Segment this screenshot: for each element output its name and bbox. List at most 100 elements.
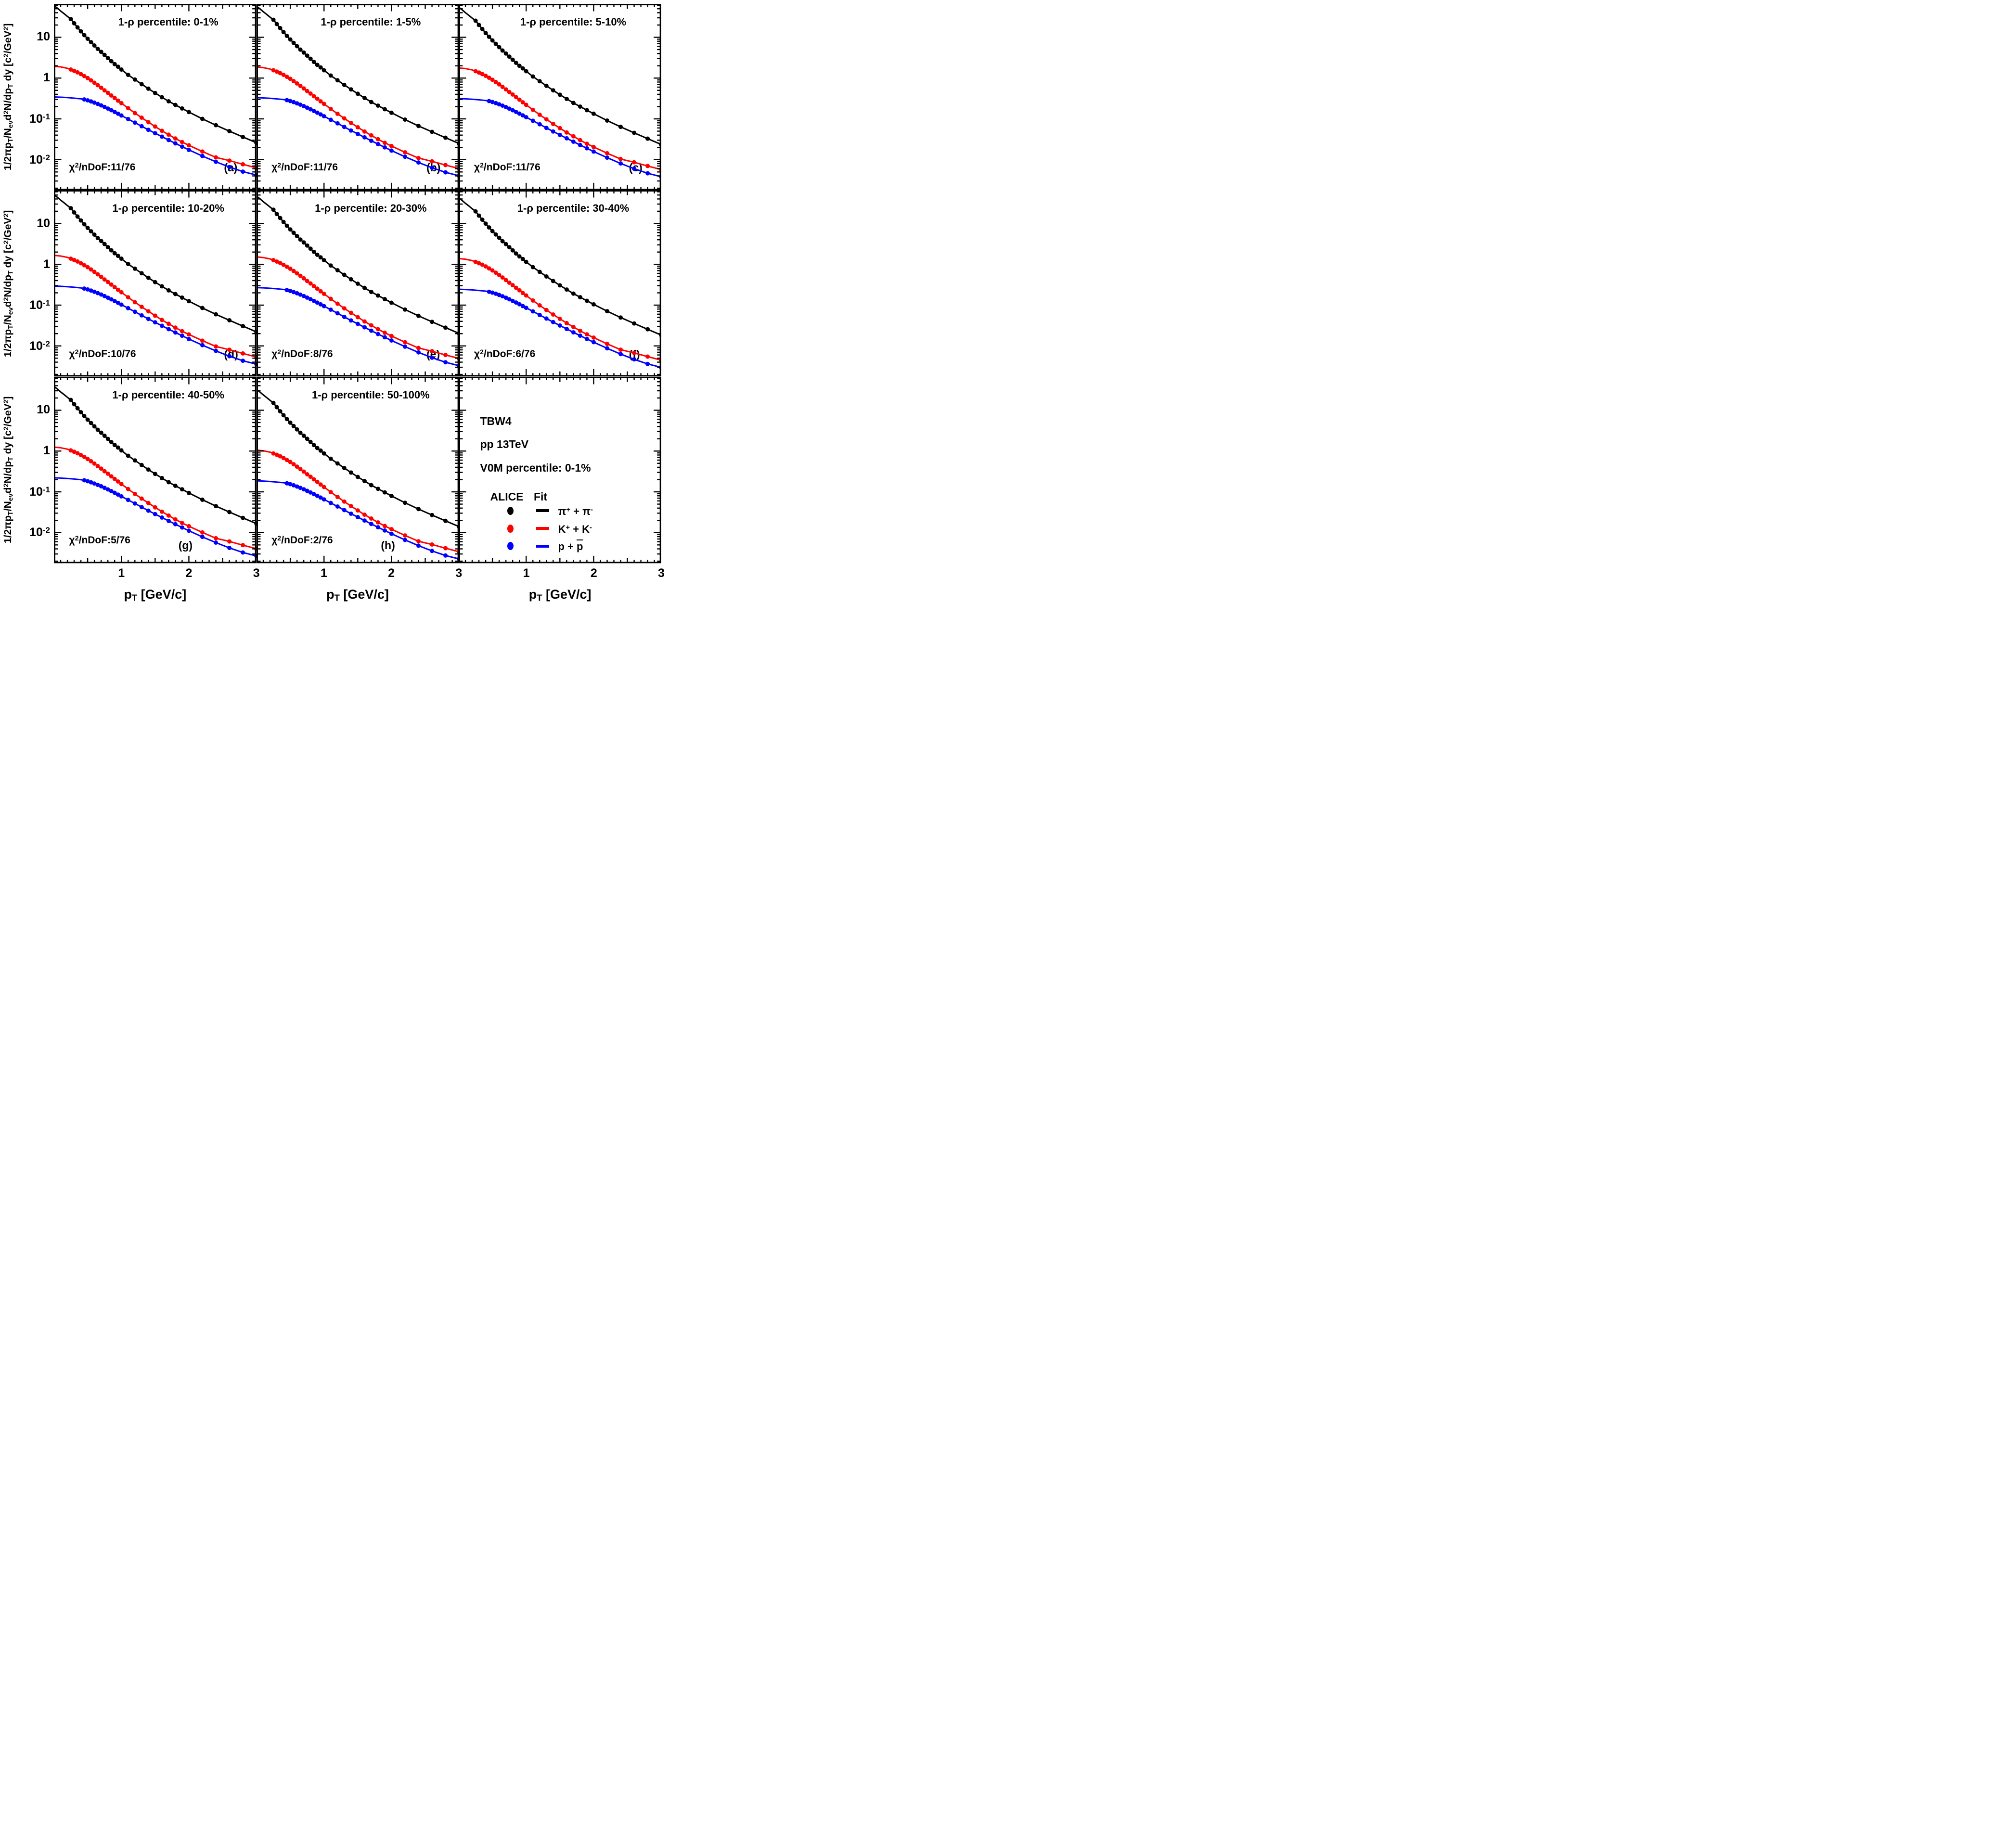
- proton-data-point: [315, 110, 320, 115]
- pion-data-point: [112, 62, 117, 66]
- proton-data-point: [308, 490, 313, 495]
- kaon-data-point: [592, 335, 596, 340]
- proton-data-point: [109, 108, 114, 113]
- kaon-data-point: [288, 267, 293, 271]
- proton-data-point: [139, 313, 144, 318]
- proton-data-point: [322, 497, 326, 501]
- proton-data-point: [500, 294, 505, 299]
- kaon-data-point: [517, 97, 522, 102]
- pion-data-point: [476, 23, 481, 27]
- kaon-data-point: [186, 524, 191, 528]
- pion-data-point: [82, 413, 87, 418]
- pion-data-point: [126, 73, 130, 77]
- spectrum-plot-h: [256, 376, 459, 563]
- kaon-data-point: [159, 318, 164, 322]
- pion-data-point: [517, 64, 522, 68]
- proton-data-point: [571, 330, 576, 335]
- pion-data-point: [95, 236, 100, 241]
- spectrum-plot-g: [54, 376, 257, 563]
- pion-data-point: [166, 480, 171, 485]
- pion-data-point: [173, 103, 178, 107]
- proton-data-point: [565, 327, 569, 332]
- kaon-data-point: [476, 261, 481, 266]
- proton-data-point: [429, 166, 434, 170]
- proton-series: [54, 96, 257, 178]
- pion-data-point: [487, 34, 491, 39]
- proton-data-point: [116, 301, 120, 306]
- kaon-data-point: [214, 155, 218, 160]
- pion-legend-label: π+ + π-: [558, 505, 593, 517]
- pion-data-point: [89, 40, 93, 45]
- pion-data-point: [298, 47, 303, 52]
- proton-data-point: [618, 161, 623, 166]
- proton-data-point: [102, 294, 107, 299]
- kaon-data-point: [112, 476, 117, 481]
- pion-data-point: [490, 38, 495, 43]
- proton-data-point: [311, 299, 316, 304]
- kaon-data-point: [348, 503, 353, 508]
- pion-data-point: [402, 117, 407, 122]
- proton-legend-label: p + p: [558, 540, 583, 553]
- pion-data-point: [362, 478, 367, 483]
- pion-data-point: [291, 40, 296, 45]
- pion-data-point: [102, 52, 107, 57]
- pion-data-point: [355, 282, 360, 286]
- proton-data-point: [308, 107, 313, 112]
- kaon-data-point: [497, 273, 502, 278]
- kaon-data-point: [487, 76, 491, 80]
- proton-data-point: [632, 357, 637, 362]
- kaon-data-point: [487, 266, 491, 271]
- spectrum-plot-legend: [459, 376, 661, 563]
- proton-data-point: [382, 335, 387, 340]
- chi2-label: χ2/nDoF:11/76: [474, 162, 540, 173]
- kaon-data-point: [180, 140, 184, 144]
- kaon-data-point: [274, 259, 279, 264]
- pion-data-point: [389, 300, 394, 305]
- kaon-data-point: [322, 485, 326, 489]
- proton-series: [459, 288, 662, 370]
- pion-data-point: [585, 298, 590, 303]
- proton-data-point: [382, 528, 387, 533]
- proton-fit-line: [256, 287, 459, 367]
- proton-data-point: [511, 108, 515, 113]
- proton-data-point: [311, 491, 316, 496]
- kaon-data-point: [318, 99, 323, 104]
- kaon-data-point: [342, 306, 347, 311]
- kaon-data-point: [531, 107, 536, 112]
- kaon-data-point: [348, 310, 353, 315]
- kaon-data-point: [480, 262, 485, 267]
- pion-data-point: [592, 111, 596, 116]
- kaon-data-point: [68, 257, 73, 261]
- pion-data-point: [618, 125, 623, 129]
- kaon-data-point: [524, 293, 529, 298]
- y-tick-label: 10-2: [29, 339, 50, 353]
- proton-data-point: [605, 346, 610, 351]
- kaon-data-point: [382, 141, 387, 145]
- chi2-label: χ2/nDoF:11/76: [271, 162, 338, 173]
- pion-data-point: [342, 465, 347, 470]
- pion-data-point: [186, 490, 191, 495]
- proton-data-point: [355, 514, 360, 519]
- pion-data-point: [592, 302, 596, 307]
- kaon-data-point: [146, 120, 151, 125]
- kaon-data-point: [241, 351, 245, 356]
- kaon-data-point: [89, 78, 93, 83]
- proton-data-point: [521, 113, 526, 118]
- kaon-data-point: [291, 269, 296, 273]
- pion-data-point: [284, 223, 289, 228]
- kaon-data-point: [402, 150, 407, 154]
- pion-data-point: [429, 129, 434, 134]
- proton-data-point: [517, 111, 522, 116]
- proton-data-point: [102, 485, 107, 490]
- pion-data-point: [180, 295, 184, 300]
- pion-data-point: [473, 209, 478, 214]
- proton-data-point: [362, 518, 367, 523]
- proton-data-point: [173, 330, 178, 335]
- proton-data-point: [200, 343, 205, 348]
- pion-data-point: [227, 510, 232, 514]
- kaon-data-point: [227, 347, 232, 352]
- pion-data-point: [119, 67, 124, 72]
- pion-data-point: [99, 430, 103, 435]
- kaon-data-point: [335, 494, 340, 499]
- kaon-data-point: [139, 116, 144, 120]
